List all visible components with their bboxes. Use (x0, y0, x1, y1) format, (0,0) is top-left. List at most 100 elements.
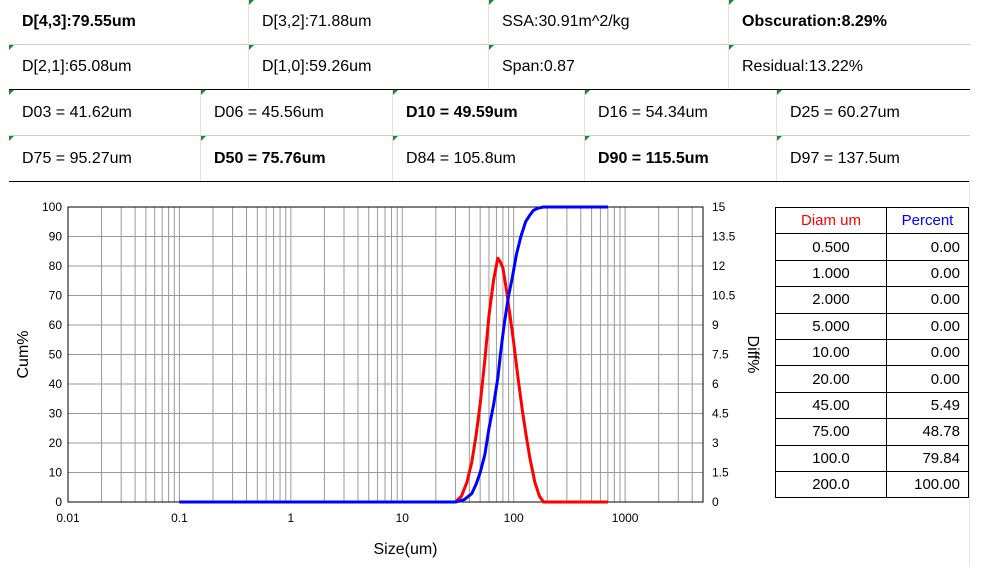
percent-cell: 79.84 (886, 444, 969, 472)
column-header-diameter: Diam um (775, 206, 887, 235)
summary-row-3: D03 = 41.62um D06 = 45.56um D10 = 49.59u… (9, 90, 970, 136)
y-tick-label: 40 (49, 377, 63, 391)
x-tick-label: 0.01 (56, 511, 80, 525)
x-tick-label: 0.1 (171, 511, 188, 525)
summary-value: Span:0.87 (502, 58, 575, 75)
cell-marker-icon (9, 45, 14, 50)
table-row: 1.000 0.00 (775, 259, 969, 288)
summary-value: D25 = 60.27um (790, 103, 900, 121)
results-table-header: Diam um Percent (775, 206, 969, 235)
y-axis-label: Cum% (15, 330, 32, 378)
percent-cell: 0.00 (886, 233, 969, 261)
summary-cell: D90 = 115.5um (585, 136, 777, 181)
x-axis-label: Size(um) (373, 541, 437, 558)
summary-value: SSA:30.91m^2/kg (502, 13, 630, 30)
cell-marker-icon (729, 0, 734, 5)
y-tick-label: 30 (49, 407, 63, 421)
summary-cell: D[2,1]:65.08um (9, 45, 249, 89)
diameter-cell: 20.00 (775, 365, 887, 393)
summary-cell: D75 = 95.27um (9, 136, 201, 181)
y2-tick-label: 6 (712, 377, 719, 391)
table-row: 75.00 48.78 (775, 418, 969, 446)
table-row: 0.500 0.00 (775, 233, 969, 261)
summary-cell: D[3,2]:71.88um (249, 0, 489, 44)
summary-cell: Residual:13.22% (729, 45, 970, 89)
cell-marker-icon (249, 45, 254, 50)
summary-value: D16 = 54.34um (598, 103, 708, 121)
summary-row-4: D75 = 95.27um D50 = 75.76um D84 = 105.8u… (9, 136, 970, 182)
percent-cell: 100.00 (886, 470, 969, 499)
cell-marker-icon (393, 90, 398, 95)
diameter-cell: 1.000 (775, 259, 887, 288)
summary-cell: D84 = 105.8um (393, 136, 585, 181)
table-row: 200.0 100.00 (775, 470, 969, 499)
summary-value: D10 = 49.59um (406, 103, 518, 121)
summary-value: D90 = 115.5um (598, 149, 709, 167)
summary-row-1: D[4,3]:79.55um D[3,2]:71.88um SSA:30.91m… (9, 0, 970, 45)
y-tick-label: 50 (49, 348, 63, 362)
cell-marker-icon (201, 90, 206, 95)
diameter-cell: 75.00 (775, 418, 887, 446)
y-tick-label: 60 (49, 318, 63, 332)
y2-tick-label: 7.5 (712, 348, 729, 362)
cell-marker-icon (9, 90, 14, 95)
y2-tick-label: 10.5 (712, 289, 736, 303)
y2-tick-label: 1.5 (712, 466, 729, 480)
cell-marker-icon (201, 136, 206, 141)
y-tick-label: 100 (42, 200, 62, 214)
summary-value: D03 = 41.62um (22, 103, 132, 121)
summary-cell: D50 = 75.76um (201, 136, 393, 181)
x-tick-label: 1000 (612, 511, 639, 525)
summary-value: D06 = 45.56um (214, 103, 324, 121)
y2-tick-label: 0 (712, 495, 719, 509)
diameter-cell: 2.000 (775, 286, 887, 314)
summary-cell: Span:0.87 (489, 45, 729, 89)
summary-value: Obscuration:8.29% (742, 13, 887, 30)
summary-cell: D[1,0]:59.26um (249, 45, 489, 89)
column-header-percent: Percent (886, 206, 969, 235)
summary-value: D[3,2]:71.88um (262, 13, 372, 30)
summary-cell: D06 = 45.56um (201, 90, 393, 135)
cumulative-line (179, 205, 608, 504)
cell-marker-icon (777, 136, 782, 141)
results-table: Diam um Percent 0.500 0.00 1.000 0.00 2.000 0… (775, 206, 969, 499)
diameter-cell: 0.500 (775, 233, 887, 261)
results-table-body: 0.500 0.00 1.000 0.00 2.000 0.00 5.000 0.00 10.0… (775, 233, 969, 499)
cell-marker-icon (489, 45, 494, 50)
percent-cell: 5.49 (886, 391, 969, 420)
axis-ticks: 010203040506070809010001.534.567.5910.51… (42, 200, 736, 525)
summary-value: D75 = 95.27um (22, 149, 132, 167)
summary-cell: SSA:30.91m^2/kg (489, 0, 729, 44)
y2-tick-label: 12 (712, 259, 726, 273)
percent-cell: 0.00 (886, 338, 969, 367)
y2-tick-label: 13.5 (712, 230, 736, 244)
panel-border (969, 181, 970, 565)
summary-value: D[1,0]:59.26um (262, 58, 372, 75)
cell-marker-icon (585, 136, 590, 141)
summary-cell: Obscuration:8.29% (729, 0, 970, 44)
diameter-cell: 200.0 (775, 470, 887, 499)
summary-value: D50 = 75.76um (214, 149, 326, 167)
summary-cell: D97 = 137.5um (777, 136, 970, 181)
cell-marker-icon (585, 90, 590, 95)
percent-cell: 0.00 (886, 259, 969, 288)
y2-tick-label: 3 (712, 436, 719, 450)
cell-marker-icon (393, 136, 398, 141)
cell-marker-icon (9, 136, 14, 141)
y2-axis-label: Diff% (744, 336, 760, 374)
y-tick-label: 20 (49, 436, 63, 450)
summary-cell: D25 = 60.27um (777, 90, 970, 135)
table-row: 100.0 79.84 (775, 444, 969, 472)
y-tick-label: 70 (49, 289, 63, 303)
y2-tick-label: 15 (712, 200, 726, 214)
diameter-cell: 10.00 (775, 338, 887, 367)
diameter-cell: 45.00 (775, 391, 887, 420)
summary-cell: D10 = 49.59um (393, 90, 585, 135)
diameter-cell: 100.0 (775, 444, 887, 472)
table-row: 20.00 0.00 (775, 365, 969, 393)
y2-tick-label: 9 (712, 318, 719, 332)
size-distribution-chart: 010203040506070809010001.534.567.5910.51… (15, 200, 760, 558)
summary-cell: D16 = 54.34um (585, 90, 777, 135)
x-tick-label: 100 (504, 511, 524, 525)
y-tick-label: 90 (49, 230, 63, 244)
